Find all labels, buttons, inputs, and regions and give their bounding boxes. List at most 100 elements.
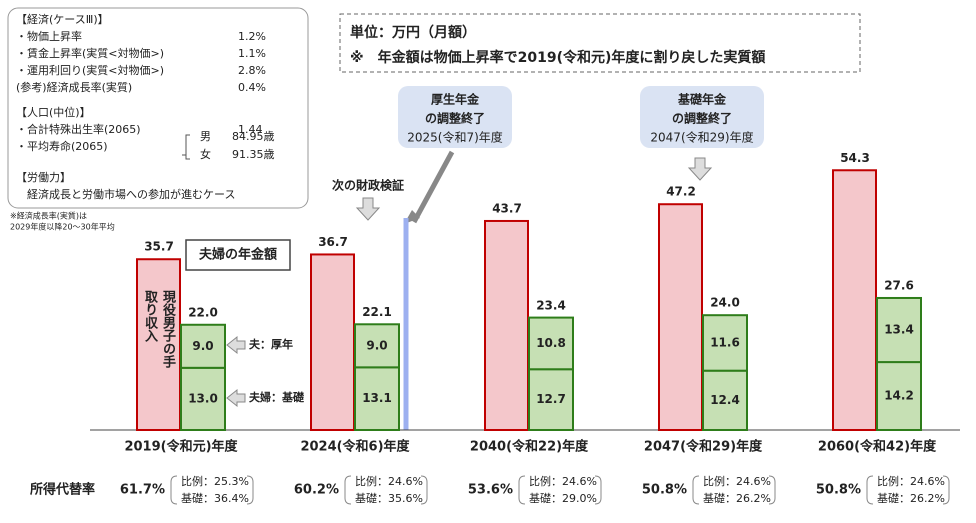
rate-hirei: 比例：24.6%: [703, 474, 771, 488]
callout-text: の調整終了: [425, 111, 485, 126]
rate: 53.6%: [468, 483, 513, 498]
assumption-sub: 男: [200, 130, 211, 143]
segment-label: 13.1: [362, 391, 392, 405]
pointer-arrow: [226, 388, 246, 408]
value-label: 54.3: [840, 151, 870, 165]
segment-label: 9.0: [192, 339, 213, 353]
rate-bracket: [866, 475, 950, 505]
segment-label: 13.4: [884, 323, 914, 337]
total-label: 22.1: [362, 305, 392, 319]
rate-title: 所得代替率: [30, 482, 95, 498]
x-tick-label: 2040(令和22)年度: [470, 439, 589, 455]
assumption-label: ・平均寿命(2065): [16, 139, 108, 153]
callout-text: 基礎年金: [677, 92, 727, 107]
label-box: [185, 239, 291, 271]
next-review: 次の財政検証: [332, 178, 404, 193]
segment-label: 12.4: [710, 393, 740, 407]
assumption-value: 91.35歳: [232, 148, 275, 161]
total-label: 27.6: [884, 278, 914, 292]
rate: 50.8%: [816, 483, 861, 498]
rate-hirei: 比例：24.6%: [355, 474, 423, 488]
assumption-label: 【人口(中位)】: [16, 105, 91, 119]
callout-text: の調整終了: [672, 111, 732, 126]
brace: [182, 134, 190, 160]
bar-segment: [180, 323, 226, 369]
rate: 61.7%: [120, 483, 165, 498]
assumption-label: 【労働力】: [16, 170, 71, 184]
bar-segment: [528, 316, 574, 371]
segment-label: 12.7: [536, 392, 566, 406]
footnote: ※経済成長率(実質)は: [10, 211, 87, 221]
callout-text: 厚生年金: [431, 92, 480, 107]
rate-bracket: [692, 475, 776, 505]
assumption-label: ・物価上昇率: [16, 29, 82, 43]
bar: [832, 169, 877, 431]
segment-label: 9.0: [366, 338, 387, 352]
rate-hirei: 比例：24.6%: [529, 474, 597, 488]
arrow: [687, 157, 713, 181]
assumption-sub: 女: [200, 147, 211, 161]
total-label: 22.0: [188, 305, 218, 319]
wage-label-box: 現役男子の手取り収入: [142, 290, 175, 368]
rate-bracket: [518, 475, 602, 505]
value-label: 47.2: [666, 185, 696, 199]
segment-label: 10.8: [536, 336, 566, 350]
segment-label: 13.0: [188, 391, 218, 405]
couple-label: 夫婦の年金額: [199, 247, 277, 263]
rate-hirei: 比例：24.6%: [877, 474, 945, 488]
total-label: 23.4: [536, 299, 566, 313]
footnote: 2029年度以降20～30年平均: [10, 222, 115, 232]
x-tick-label: 2019(令和元)年度: [124, 439, 238, 455]
rate-bracket: [170, 475, 254, 505]
assumption-label: ・賃金上昇率(実質<対物価>): [16, 46, 164, 60]
segment-label: 11.6: [710, 335, 740, 349]
assumption-label: (参考)経済成長率(実質): [16, 80, 132, 94]
rate: 60.2%: [294, 483, 339, 498]
assumption-value: 2.8%: [238, 64, 266, 77]
x-tick-label: 2060(令和42)年度: [818, 439, 937, 455]
assumption-value: 1.44: [238, 123, 263, 136]
assumption-value: 1.2%: [238, 30, 266, 43]
bar-segment: [180, 366, 226, 432]
x-tick-label: 2024(令和6)年度: [300, 439, 410, 455]
arrow: [411, 150, 455, 224]
bar: [658, 203, 703, 431]
unit-box: [339, 13, 861, 73]
x-tick-label: 2047(令和29)年度: [644, 439, 763, 455]
bar: [310, 253, 355, 431]
callout-text: 2047(令和29)年度: [650, 130, 753, 145]
bar: [484, 219, 529, 431]
value-label: 43.7: [492, 201, 522, 215]
callout-text: 2025(令和7)年度: [407, 130, 503, 145]
pointer-arrow: [226, 335, 246, 355]
arrow: [355, 197, 381, 221]
assumption-label: 経済成長と労働市場への参加が進むケース: [16, 187, 235, 201]
series-name: 夫：厚年: [249, 337, 293, 351]
assumption-value: 84.95歳: [232, 130, 275, 143]
rate-kiso: 基礎：36.4%: [181, 492, 249, 505]
bar-segment: [702, 314, 748, 372]
assumption-label: ・運用利回り(実質<対物価>): [16, 63, 164, 77]
rate: 50.8%: [642, 483, 687, 498]
value-label: 35.7: [144, 240, 174, 254]
assumption-value: 0.4%: [238, 81, 266, 94]
series-name: 夫婦：基礎: [249, 390, 305, 404]
wage-label: 現役男子の手取り収入: [142, 290, 175, 368]
bar-segment: [354, 323, 400, 369]
total-label: 24.0: [710, 296, 740, 310]
rate-kiso: 基礎：35.6%: [355, 492, 423, 505]
value-label: 36.7: [318, 235, 348, 249]
rate-kiso: 基礎：29.0%: [529, 492, 597, 505]
bar-segment: [354, 366, 400, 432]
rate-kiso: 基礎：26.2%: [703, 492, 771, 505]
rate-hirei: 比例：25.3%: [181, 474, 249, 488]
real-note: ※ 年金額は物価上昇率で2019(令和元)年度に割り戻した実質額: [350, 49, 765, 66]
assumption-box: [7, 7, 309, 209]
unit-note: 単位：万円（月額）: [350, 24, 476, 41]
assumption-label: ・合計特殊出生率(2065): [16, 122, 141, 136]
assumption-label: 【経済(ケースⅢ)】: [16, 12, 109, 26]
rate-kiso: 基礎：26.2%: [877, 492, 945, 505]
segment-label: 14.2: [884, 389, 914, 403]
callout-box: [398, 86, 512, 148]
